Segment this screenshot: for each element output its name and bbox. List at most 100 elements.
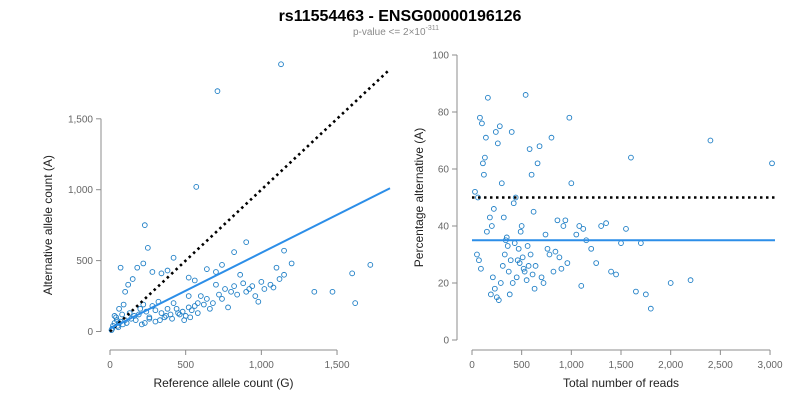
left-data-point: [161, 314, 168, 321]
right-data-point: [511, 240, 518, 246]
right-data-point: [513, 274, 520, 281]
left-data-point: [194, 300, 201, 306]
right-y-tick-label: 0: [443, 336, 449, 347]
right-data-point: [506, 291, 513, 298]
left-data-point: [281, 271, 287, 278]
left-data-point: [231, 283, 237, 289]
subtitle-exponent: -311: [426, 25, 440, 32]
right-y-tick-label: 80: [438, 108, 450, 119]
right-data-point: [480, 160, 486, 167]
left-data-point: [191, 303, 198, 309]
left-data-point: [249, 283, 256, 289]
left-data-point: [197, 293, 204, 299]
left-data-point: [185, 304, 192, 311]
left-data-point: [367, 262, 374, 268]
right-data-point: [540, 280, 547, 286]
left-data-point: [140, 301, 147, 308]
left-data-point: [231, 249, 237, 255]
left-data-point: [113, 314, 119, 321]
right-data-point: [499, 263, 506, 269]
left-data-point: [163, 313, 169, 319]
left-data-point: [144, 244, 151, 251]
right-data-point: [556, 254, 563, 261]
right-data-point: [525, 263, 532, 269]
left-data-point: [194, 310, 201, 316]
right-data-point: [485, 94, 491, 101]
right-data-point: [546, 251, 553, 258]
right-data-point: [505, 268, 512, 275]
right-data-point: [542, 231, 549, 238]
left-data-point: [185, 293, 192, 299]
right-data-point: [519, 254, 526, 261]
right-data-point: [534, 160, 541, 167]
left-data-point: [185, 274, 192, 281]
left-y-tick-label: 1,500: [68, 114, 93, 125]
right-data-point: [483, 134, 489, 141]
right-data-point: [476, 257, 482, 264]
right-x-axis-label: Total number of reads: [563, 376, 679, 390]
right-data-point: [524, 243, 531, 249]
left-data-point: [219, 296, 225, 302]
right-data-point: [494, 140, 501, 147]
left-data-point: [258, 279, 265, 285]
right-data-point: [566, 114, 573, 121]
left-data-point: [170, 254, 177, 261]
left-x-tick-label: 500: [177, 360, 194, 371]
left-y-tick-label: 0: [87, 327, 93, 338]
left-y-axis-label: Alternative allele count (A): [41, 155, 55, 295]
right-x-tick-label: 1,500: [608, 360, 633, 371]
right-data-point: [532, 263, 539, 269]
left-data-point: [281, 247, 287, 254]
left-data-point: [349, 270, 356, 277]
right-data-point: [642, 291, 649, 298]
right-data-point: [492, 129, 499, 135]
right-data-point: [544, 245, 551, 252]
right-data-point: [573, 231, 580, 238]
left-x-axis-label: Reference allele count (G): [153, 376, 293, 390]
left-reference-line: [109, 68, 391, 333]
right-data-point: [515, 245, 522, 252]
right-y-axis-label: Percentage alternative (A): [412, 128, 426, 267]
right-data-point: [613, 271, 619, 278]
right-data-point: [554, 217, 561, 224]
right-data-point: [478, 265, 484, 272]
right-data-point: [523, 277, 530, 284]
right-scatter-chart: 0 20 40 60 80 100 0 500 1,000 1,500 2,000 2,500 3,00…: [412, 51, 783, 391]
right-data-point: [618, 240, 624, 246]
left-data-point: [216, 291, 222, 298]
left-data-point: [261, 286, 268, 292]
left-data-point: [204, 266, 210, 272]
left-data-point: [288, 260, 295, 267]
left-data-point: [200, 301, 207, 308]
right-data-point: [488, 291, 494, 298]
right-data-point: [482, 154, 488, 161]
right-y-tick-label: 100: [432, 51, 449, 62]
left-x-tick-label: 1,000: [249, 360, 274, 371]
right-data-point: [536, 143, 543, 150]
left-data-point: [240, 280, 247, 287]
left-data-point: [329, 288, 336, 295]
right-data-point: [518, 223, 525, 229]
right-data-point: [504, 243, 511, 249]
left-data-point: [125, 281, 132, 288]
right-data-point: [487, 214, 493, 221]
right-data-point: [558, 265, 565, 272]
left-x-tick-label: 0: [107, 360, 113, 371]
right-y-tick-label: 60: [438, 165, 450, 176]
left-data-point: [116, 305, 122, 312]
left-data-point: [169, 315, 175, 322]
left-data-point: [120, 301, 127, 308]
right-data-point: [598, 223, 604, 229]
left-data-point: [273, 264, 280, 271]
right-data-point: [521, 268, 528, 275]
left-data-point: [213, 281, 219, 288]
right-data-point: [633, 288, 639, 295]
right-data-point: [522, 92, 529, 98]
left-data-point: [179, 308, 186, 315]
right-data-point: [510, 200, 517, 207]
right-data-point: [552, 248, 559, 255]
right-data-point: [593, 260, 600, 266]
right-x-tick-label: 1,000: [559, 360, 584, 371]
right-x-tick-label: 2,000: [658, 360, 683, 371]
